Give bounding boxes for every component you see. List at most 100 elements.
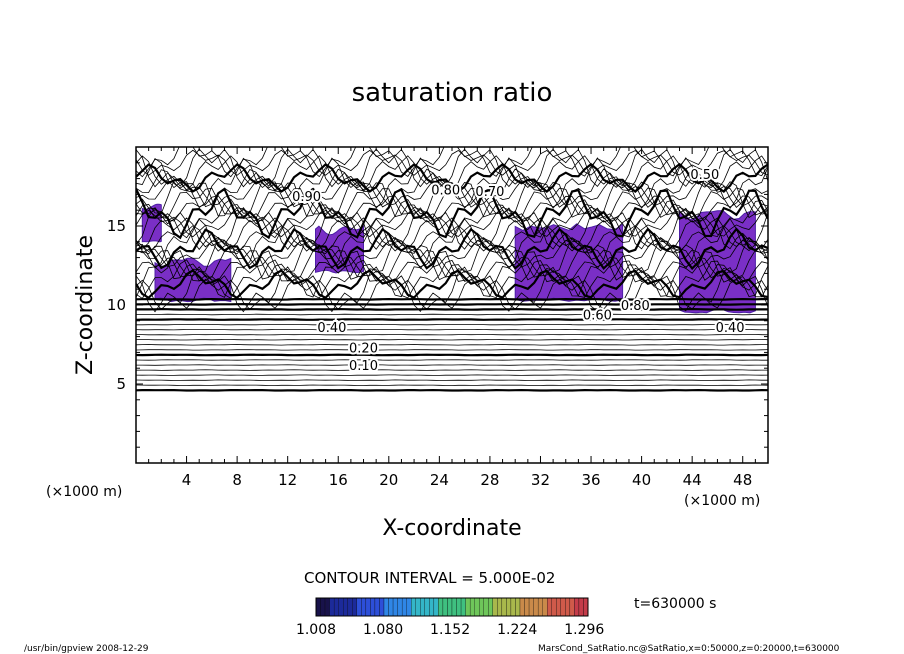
colorbar-cell [506,597,512,617]
contour-line [136,187,768,240]
contour-label: 0.40 [716,321,745,336]
colorbar-cell [352,597,357,617]
colorbar-cell [551,597,557,617]
colorbar-cell [474,597,480,617]
colorbar-cell [401,597,407,617]
x-tick-label: 36 [581,471,600,489]
colorbar-tick-label: 1.080 [363,622,403,638]
colorbar-cell [415,597,421,617]
x-tick-label: 8 [232,471,242,489]
colorbar-tick-label: 1.224 [497,622,537,638]
contour-line [136,369,768,371]
x-tick-label: 24 [430,471,449,489]
contour-label: 0.90 [292,190,321,205]
chart-title: saturation ratio [352,78,553,108]
colorbar-cell [438,597,444,617]
colorbar-cell [374,597,380,617]
contour-line [136,379,768,381]
contour-line [136,269,768,300]
colorbar-cell [397,597,403,617]
colorbar-labels: 1.008 1.080 1.152 1.224 1.296 [296,622,604,638]
contour-line [136,313,768,316]
contour-line [136,374,768,376]
colorbar-cell [528,597,534,617]
colorbar-cell [583,597,589,617]
colorbar-tick-label: 1.152 [430,622,470,638]
colorbar-cell [370,597,376,617]
colorbar-cell [343,597,348,617]
contour-line [136,178,768,219]
x-tick-label: 4 [182,471,192,489]
contour-line [136,195,768,222]
colorbar-cell [429,597,435,617]
colorbar-cell [420,597,425,617]
contour-label: 0.80 [621,299,650,314]
x-tick-label: 32 [531,471,550,489]
colorbar-tick-label: 1.008 [296,622,336,638]
contour-label: 0.40 [317,321,346,336]
colorbar-cell [451,597,457,617]
colorbar-cell [320,597,326,617]
time-stamp: t=630000 s [634,596,716,612]
contour-interval-text: CONTOUR INTERVAL = 5.000E-02 [304,569,555,587]
colorbar-cell [315,597,321,617]
x-tick-label: 16 [329,471,348,489]
y-tick-label: 5 [116,375,126,393]
colorbar-cell [433,597,439,617]
colorbar-cell [524,597,530,617]
colorbar-cell [329,597,335,617]
colorbar-cell [442,597,448,617]
contour-line [136,364,768,366]
x-tick-label: 44 [683,471,702,489]
colorbar-cell [347,597,353,617]
colorbar-cell [547,597,552,617]
contour-line [136,349,768,351]
colorbar-cell [469,597,475,617]
contour-line [136,334,768,336]
contour-line [136,162,768,194]
colorbar-cell [356,597,362,617]
y-axis-unit: (×1000 m) [46,484,122,500]
colorbar-cell [492,597,498,617]
x-axis-ticks: 4 8 12 16 20 24 28 32 36 40 44 48 [148,147,756,489]
contour-line [136,147,768,178]
colorbar-cell [333,597,339,617]
contour-line [136,307,768,311]
colorbar-cell [379,597,385,617]
contour-line [136,259,768,299]
colorbar-cell [479,597,484,617]
contour-line [136,218,768,270]
y-tick-label: 10 [107,296,126,314]
colorbar-cell [456,597,462,617]
x-tick-label: 48 [733,471,752,489]
colorbar-cell [574,597,580,617]
x-tick-label: 20 [379,471,398,489]
colorbar-cell [537,597,543,617]
contour-line [136,250,768,298]
colorbar-cell [569,597,575,617]
contour-line [136,209,768,238]
x-axis-title: X-coordinate [382,516,521,541]
colorbar-cell [515,597,521,617]
colorbar-cell [388,597,394,617]
colorbar-cell [406,597,412,617]
contour-label: 0.20 [349,342,378,357]
contour-label: 0.60 [583,309,612,324]
y-axis-title: Z-coordinate [73,235,98,375]
contour-line [136,353,768,357]
x-tick-label: 40 [632,471,651,489]
contour-label: 0.80 [431,184,460,199]
contour-line [136,149,768,176]
colorbar-cell [556,597,561,617]
colorbar-cell [324,597,330,617]
x-tick-label: 12 [278,471,297,489]
colorbar-cell [565,597,571,617]
contour-line [136,266,768,313]
colorbar-cell [510,597,516,617]
colorbar-cell [447,597,453,617]
colorbar-cell [392,597,398,617]
contour-line [136,344,768,346]
colorbar-frame [315,597,589,617]
contour-line [136,318,768,321]
x-axis-unit: (×1000 m) [684,493,760,509]
